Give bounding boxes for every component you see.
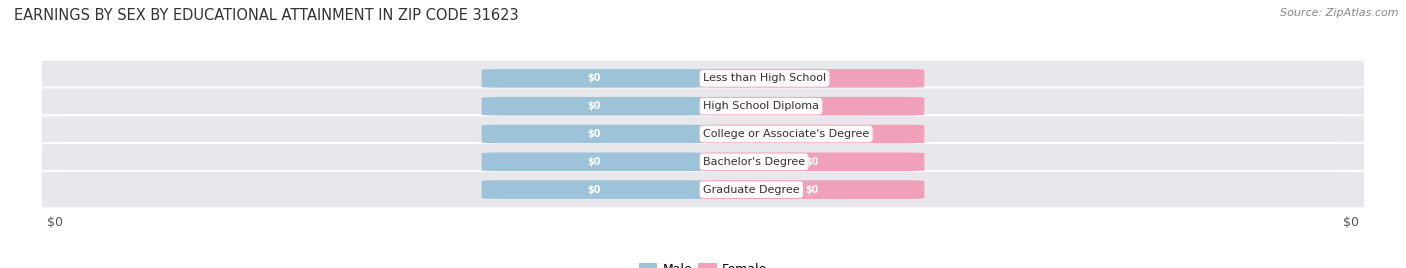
Legend: Male, Female: Male, Female — [634, 258, 772, 268]
FancyBboxPatch shape — [700, 125, 924, 143]
FancyBboxPatch shape — [0, 87, 1406, 125]
FancyBboxPatch shape — [482, 69, 706, 88]
FancyBboxPatch shape — [0, 171, 1406, 208]
Text: EARNINGS BY SEX BY EDUCATIONAL ATTAINMENT IN ZIP CODE 31623: EARNINGS BY SEX BY EDUCATIONAL ATTAINMEN… — [14, 8, 519, 23]
FancyBboxPatch shape — [700, 97, 924, 116]
Text: Bachelor's Degree: Bachelor's Degree — [703, 157, 806, 167]
FancyBboxPatch shape — [700, 180, 924, 199]
Text: $0: $0 — [588, 73, 600, 83]
FancyBboxPatch shape — [0, 143, 1406, 181]
Text: $0: $0 — [806, 157, 818, 167]
Text: Less than High School: Less than High School — [703, 73, 827, 83]
Text: Source: ZipAtlas.com: Source: ZipAtlas.com — [1281, 8, 1399, 18]
FancyBboxPatch shape — [482, 152, 706, 171]
Text: $0: $0 — [806, 185, 818, 195]
Text: $0: $0 — [588, 129, 600, 139]
FancyBboxPatch shape — [482, 97, 706, 116]
FancyBboxPatch shape — [0, 115, 1406, 153]
Text: Graduate Degree: Graduate Degree — [703, 185, 800, 195]
Text: College or Associate's Degree: College or Associate's Degree — [703, 129, 869, 139]
FancyBboxPatch shape — [0, 60, 1406, 97]
FancyBboxPatch shape — [700, 152, 924, 171]
Text: High School Diploma: High School Diploma — [703, 101, 820, 111]
Text: $0: $0 — [806, 73, 818, 83]
FancyBboxPatch shape — [700, 69, 924, 88]
Text: $0: $0 — [588, 157, 600, 167]
Text: $0: $0 — [588, 101, 600, 111]
FancyBboxPatch shape — [482, 180, 706, 199]
Text: $0: $0 — [806, 129, 818, 139]
Text: $0: $0 — [806, 101, 818, 111]
FancyBboxPatch shape — [482, 125, 706, 143]
Text: $0: $0 — [588, 185, 600, 195]
